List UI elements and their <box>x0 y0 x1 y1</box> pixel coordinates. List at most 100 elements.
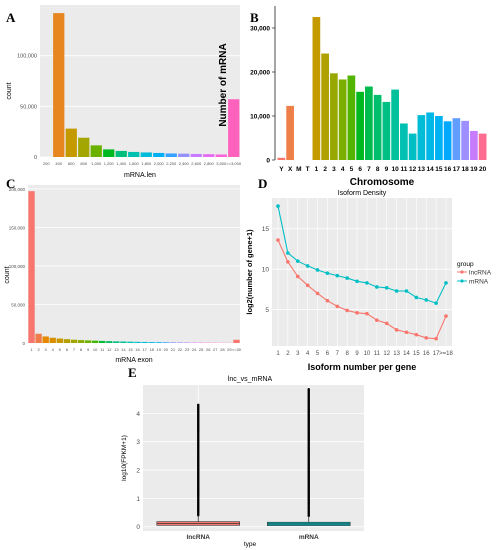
bar-chr-6 <box>356 91 364 160</box>
x-tick-label: 12 <box>383 351 390 357</box>
y-tick-label: 20,000 <box>250 70 270 77</box>
point-mRNA <box>414 295 419 300</box>
x-tick-label: 3 <box>296 351 300 357</box>
bar-1,600 <box>128 151 140 157</box>
bar-chr-3 <box>330 73 338 160</box>
legend-mrna-marker <box>460 279 464 283</box>
x-tick-label: 15 <box>128 347 133 352</box>
x-tick-label: 8 <box>376 166 380 173</box>
x-tick-label: 4 <box>52 347 55 352</box>
bar-exon-5 <box>56 338 63 343</box>
x-tick-label: 12 <box>409 166 417 173</box>
x-tick-label: 13 <box>393 351 400 357</box>
bar-exon-13 <box>113 341 120 343</box>
bar-exon-21 <box>169 342 177 343</box>
x-tick-label: 10 <box>93 347 98 352</box>
legend-mrna-label: mRNA <box>469 279 489 286</box>
bar-800 <box>78 137 90 157</box>
x-tick-label: 1,800 <box>141 161 152 166</box>
y-tick-label: 0 <box>266 158 270 165</box>
x-tick-label: 2 <box>323 166 327 173</box>
bar-chr-11 <box>400 123 408 160</box>
x-tick-label: 13 <box>418 166 426 173</box>
bar-1,400 <box>115 150 127 157</box>
bar-exon-2 <box>35 333 42 343</box>
point-lncRNA <box>414 332 419 337</box>
panel-d-y-ticks: 5 10 15 <box>262 226 270 314</box>
x-tick-label: 5 <box>316 351 320 357</box>
point-lncRNA <box>365 311 369 316</box>
panel-d-x-ticks: 1 2 3 4 5 6 7 8 9 10 11 12 13 14 15 16 17 >=18 <box>276 351 453 357</box>
point-lncRNA <box>345 308 349 313</box>
panel-b-y-axis-label: Number of mRNA <box>218 43 229 126</box>
panel-e-lnc-vs-mrna: E lnc_vs_mRNA 0 1 2 3 4 lncRNA mRNA type log1… <box>121 365 364 548</box>
point-mRNA <box>325 271 330 276</box>
panel-c-x-axis-label: mRNA exon <box>115 357 152 364</box>
point-mRNA <box>375 285 379 289</box>
panel-c-y-ticks: 0 50,000 100,000 150,000 200,000 <box>9 187 26 346</box>
panel-e-plot-area <box>143 385 364 531</box>
bar-chr-8 <box>373 94 382 160</box>
x-tick-label: 8 <box>346 351 350 357</box>
point-lncRNA <box>434 336 438 341</box>
point-mRNA <box>295 259 300 263</box>
panel-e-title: lnc_vs_mRNA <box>228 376 273 383</box>
bar-exon->=30 <box>233 339 240 343</box>
y-tick-label: 3 <box>136 439 140 446</box>
y-tick-label: 100,000 <box>9 264 26 269</box>
bar-exon-3 <box>42 336 49 343</box>
x-tick-label: 9 <box>385 166 389 173</box>
panel-e-letter: E <box>128 365 137 380</box>
x-tick-label: 1,000 <box>91 161 102 166</box>
x-tick-label: 27 <box>213 347 218 352</box>
bar-exon-4 <box>49 337 56 343</box>
point-mRNA <box>434 301 438 305</box>
point-lncRNA <box>295 274 300 279</box>
x-tick-label: 10 <box>364 351 371 357</box>
bar-2,600 <box>190 153 202 157</box>
x-tick-label: 2,000 <box>154 161 165 166</box>
x-tick-label: 1 <box>30 347 33 352</box>
x-tick-label: 1 <box>276 351 280 357</box>
bar-chr-9 <box>382 101 391 160</box>
x-tick-label: 29 <box>227 347 232 352</box>
point-mRNA <box>444 281 448 285</box>
panel-a-bars <box>53 13 240 158</box>
panel-c-y-axis-label: count <box>4 266 11 283</box>
y-tick-label: 50,000 <box>20 104 37 110</box>
x-tick-label: 10 <box>392 166 400 173</box>
bar-1,000 <box>90 145 102 157</box>
point-lncRNA <box>394 328 399 332</box>
bar-1,800 <box>140 152 152 157</box>
panel-b-x-ticks: Y X M T 1 2 3 4 5 6 7 8 9 10 11 12 13 14 15 16 17 18 19 20 <box>279 166 486 173</box>
x-tick-label: 1,600 <box>129 161 140 166</box>
x-tick-label: 5 <box>350 166 354 173</box>
bar-chr-19 <box>470 130 478 160</box>
point-mRNA <box>404 289 409 293</box>
panel-c-x-ticks: 1 2 3 4 5 6 7 8 9 10 11 12 13 14 15 16 17 18 19 20 21 22 23 24 2… <box>30 347 241 352</box>
x-tick-label: mRNA <box>299 534 319 541</box>
box-mRNA <box>267 388 351 526</box>
y-tick-label: 10,000 <box>250 114 270 121</box>
y-tick-label: 30,000 <box>250 26 270 33</box>
panel-b-bars <box>277 17 487 160</box>
panel-d-points <box>276 204 448 341</box>
outlier-point <box>197 403 200 407</box>
panel-d-x-axis-label: Isoform number per gene <box>308 362 417 372</box>
bar-exon-17 <box>141 341 148 343</box>
x-tick-label: 2,200 <box>166 161 177 166</box>
panel-e-y-axis-label: log10(FPKM+1) <box>121 435 128 481</box>
bar-chr-14 <box>426 112 434 160</box>
bar-600 <box>65 128 77 157</box>
bar-exon-16 <box>134 341 141 343</box>
x-tick-label: 24 <box>192 347 197 352</box>
x-tick-label: 16 <box>135 347 140 352</box>
panel-d-title: Isoform Density <box>338 190 387 197</box>
bar-exon-12 <box>106 341 113 343</box>
point-lncRNA <box>315 291 320 296</box>
point-mRNA <box>424 298 429 302</box>
x-tick-label: 4 <box>341 166 345 173</box>
x-tick-label: 8 <box>80 347 83 352</box>
x-tick-label: 22 <box>178 347 183 352</box>
